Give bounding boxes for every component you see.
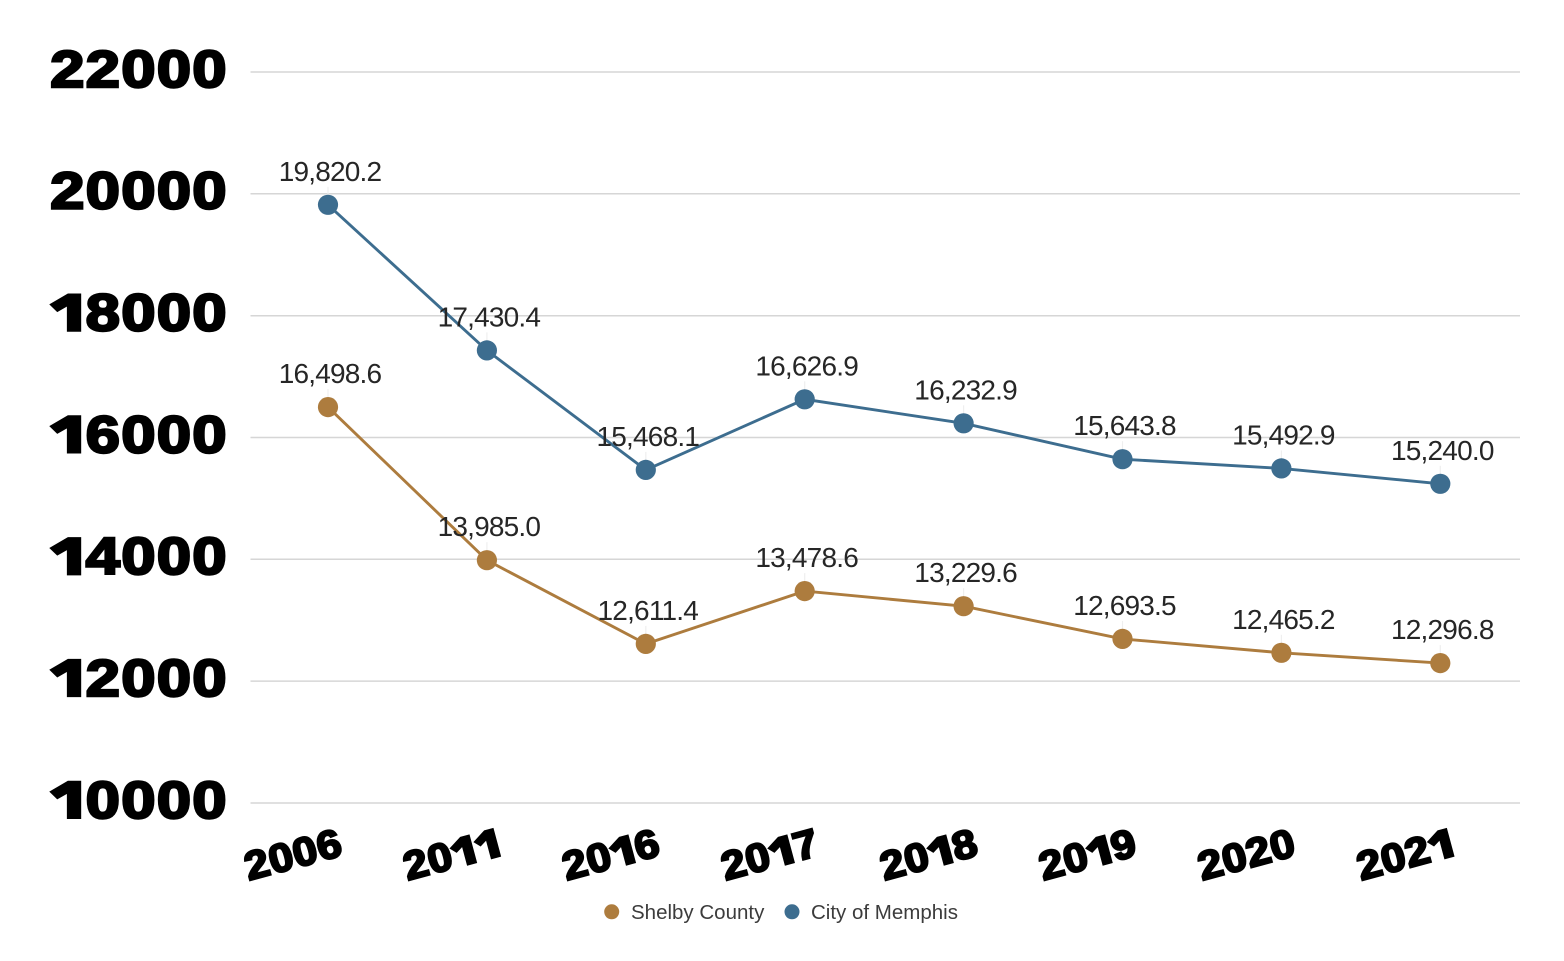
svg-text:13,478.6: 13,478.6 (755, 542, 858, 573)
svg-text:0: 0 (121, 407, 155, 465)
svg-text:12,465.2: 12,465.2 (1232, 604, 1335, 635)
svg-text:0: 0 (121, 650, 155, 708)
svg-text:0: 0 (157, 528, 191, 586)
svg-text:16,498.6: 16,498.6 (279, 358, 382, 389)
svg-text:12,296.8: 12,296.8 (1391, 614, 1494, 645)
svg-text:0: 0 (192, 772, 226, 830)
svg-text:2: 2 (50, 41, 84, 99)
svg-text:15,492.9: 15,492.9 (1232, 419, 1335, 450)
svg-text:Shelby County: Shelby County (631, 901, 765, 924)
svg-text:0: 0 (157, 650, 191, 708)
svg-text:0: 0 (192, 285, 226, 343)
svg-text:12,693.5: 12,693.5 (1073, 590, 1176, 621)
svg-text:16,232.9: 16,232.9 (914, 374, 1017, 405)
svg-text:12,611.4: 12,611.4 (598, 595, 699, 626)
svg-text:0: 0 (192, 163, 226, 221)
svg-text:2: 2 (86, 41, 120, 99)
svg-text:8: 8 (86, 285, 120, 343)
svg-text:2: 2 (86, 650, 120, 708)
svg-text:0: 0 (192, 41, 226, 99)
svg-text:City of Memphis: City of Memphis (811, 901, 958, 924)
svg-text:0: 0 (121, 41, 155, 99)
svg-text:15,643.8: 15,643.8 (1073, 410, 1176, 441)
svg-text:0: 0 (121, 163, 155, 221)
svg-text:0: 0 (157, 772, 191, 830)
svg-text:13,985.0: 13,985.0 (438, 511, 541, 542)
svg-text:0: 0 (121, 285, 155, 343)
svg-text:0: 0 (121, 528, 155, 586)
svg-text:0: 0 (121, 772, 155, 830)
svg-text:0: 0 (192, 650, 226, 708)
svg-text:13,229.6: 13,229.6 (914, 557, 1017, 588)
svg-text:0: 0 (86, 772, 120, 830)
svg-text:0: 0 (157, 407, 191, 465)
svg-text:4: 4 (86, 528, 121, 586)
svg-text:0: 0 (157, 285, 191, 343)
svg-text:6: 6 (86, 407, 120, 465)
svg-text:17,430.4: 17,430.4 (438, 301, 541, 332)
svg-text:15,468.1: 15,468.1 (597, 421, 700, 452)
svg-text:15,240.0: 15,240.0 (1391, 435, 1494, 466)
svg-text:19,820.2: 19,820.2 (279, 156, 382, 187)
svg-text:0: 0 (192, 528, 226, 586)
svg-text:2: 2 (50, 163, 84, 221)
svg-text:0: 0 (157, 41, 191, 99)
svg-text:0: 0 (157, 163, 191, 221)
svg-text:16,626.9: 16,626.9 (755, 350, 858, 381)
svg-text:0: 0 (86, 163, 120, 221)
svg-text:0: 0 (192, 407, 226, 465)
